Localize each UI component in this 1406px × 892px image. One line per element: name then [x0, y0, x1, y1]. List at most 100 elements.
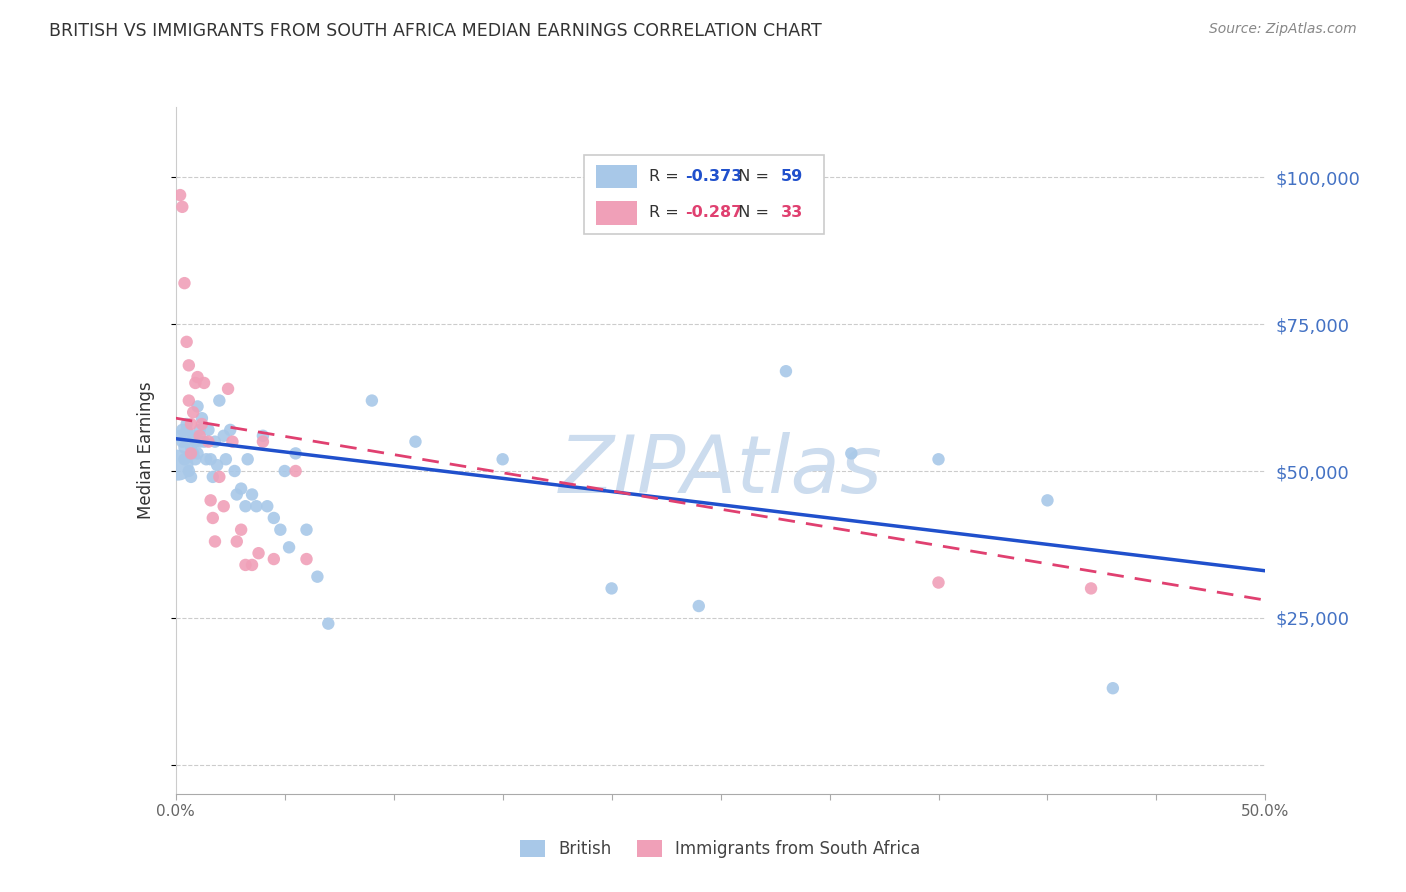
Point [221, 434, 243, 449]
Point [252, 434, 274, 449]
Point [235, 500, 257, 514]
Point [176, 417, 198, 431]
Point [193, 434, 215, 449]
Point [225, 487, 247, 501]
Point [215, 452, 238, 467]
Point [212, 429, 235, 443]
Point [204, 534, 226, 549]
Point [184, 434, 207, 449]
Point [252, 429, 274, 443]
Point [240, 487, 263, 501]
Point [181, 405, 204, 419]
Point [180, 470, 202, 484]
Point [295, 552, 318, 566]
Point [173, 276, 195, 290]
Point [186, 400, 209, 414]
Point [200, 452, 222, 467]
Point [173, 441, 195, 455]
Point [172, 423, 194, 437]
Point [225, 534, 247, 549]
Point [177, 393, 200, 408]
Point [184, 376, 207, 390]
Point [224, 464, 246, 478]
Point [231, 482, 253, 496]
Point [201, 470, 224, 484]
Text: Source: ZipAtlas.com: Source: ZipAtlas.com [1209, 22, 1357, 37]
Point [191, 411, 214, 425]
Text: -0.287: -0.287 [685, 205, 742, 220]
Text: R =: R = [650, 169, 683, 184]
Y-axis label: Median Earnings: Median Earnings [136, 382, 155, 519]
Point [195, 452, 218, 467]
Point [263, 552, 285, 566]
Point [1080, 582, 1102, 596]
Point [188, 429, 211, 443]
Point [204, 434, 226, 449]
Point [193, 376, 215, 390]
Point [184, 452, 207, 467]
Point [236, 452, 259, 467]
Point [186, 370, 209, 384]
Point [231, 523, 253, 537]
Text: 33: 33 [780, 205, 803, 220]
Point [172, 200, 194, 214]
Point [169, 429, 191, 443]
Point [197, 423, 219, 437]
Point [278, 541, 301, 555]
Point [197, 434, 219, 449]
Text: N =: N = [728, 205, 775, 220]
Bar [596, 165, 637, 188]
Point [217, 382, 239, 396]
Point [181, 446, 204, 460]
Point [177, 464, 200, 478]
Point [240, 558, 263, 572]
Point [191, 417, 214, 431]
Point [181, 429, 204, 443]
Point [775, 364, 797, 378]
Point [180, 417, 202, 431]
Point [169, 188, 191, 202]
Point [841, 446, 863, 460]
Text: -0.373: -0.373 [685, 169, 742, 184]
Point [188, 423, 211, 437]
Point [284, 464, 307, 478]
Text: 59: 59 [780, 169, 803, 184]
Point [405, 434, 427, 449]
Point [263, 511, 285, 525]
Point [318, 616, 340, 631]
Point [492, 452, 515, 467]
Point [307, 569, 329, 583]
Bar [596, 201, 637, 225]
Point [186, 446, 209, 460]
Point [172, 434, 194, 449]
Point [274, 464, 297, 478]
Point [173, 452, 195, 467]
Text: BRITISH VS IMMIGRANTS FROM SOUTH AFRICA MEDIAN EARNINGS CORRELATION CHART: BRITISH VS IMMIGRANTS FROM SOUTH AFRICA … [49, 22, 823, 40]
Point [269, 523, 291, 537]
Text: R =: R = [650, 205, 683, 220]
Point [928, 452, 950, 467]
Point [176, 423, 198, 437]
Point [188, 434, 211, 449]
Point [177, 359, 200, 373]
Point [201, 511, 224, 525]
Legend: British, Immigrants from South Africa: British, Immigrants from South Africa [513, 833, 928, 864]
Point [600, 582, 623, 596]
Point [177, 429, 200, 443]
Point [928, 575, 950, 590]
Point [180, 446, 202, 460]
Point [688, 599, 710, 613]
Point [1036, 493, 1059, 508]
Point [235, 558, 257, 572]
Text: N =: N = [728, 169, 775, 184]
Point [245, 500, 267, 514]
Point [247, 546, 270, 560]
Point [295, 523, 318, 537]
Point [176, 334, 198, 349]
Point [284, 446, 307, 460]
Point [200, 493, 222, 508]
Point [360, 393, 382, 408]
Point [180, 441, 202, 455]
Point [208, 470, 231, 484]
Point [205, 458, 228, 472]
